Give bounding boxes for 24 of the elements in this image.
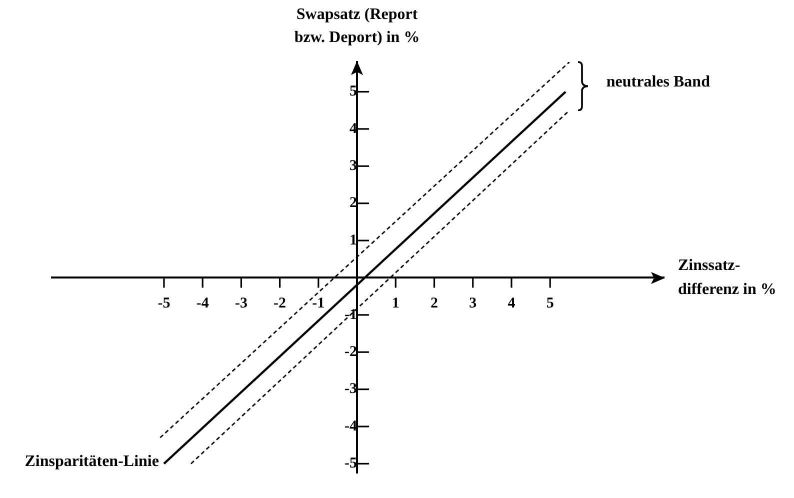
x-axis-title: Zinssatz-differenz in % xyxy=(678,256,776,298)
y-axis-title: Swapsatz (Report bzw. Deport) in % xyxy=(294,6,420,46)
series-label: Zinsparitäten-Linie xyxy=(24,452,159,470)
y-tick-label: -5 xyxy=(344,456,358,472)
x-tick-label: 5 xyxy=(546,296,554,312)
y-tick-label: 3 xyxy=(350,158,358,174)
y-tick-label: 2 xyxy=(350,195,358,212)
x-tick-label: -3 xyxy=(234,296,248,312)
y-tick-label: 1 xyxy=(350,232,358,248)
y-tick-label: -4 xyxy=(344,418,358,434)
y-tick-label: -3 xyxy=(344,381,358,398)
x-tick-label: 4 xyxy=(508,296,516,312)
y-tick-label: 5 xyxy=(350,84,358,100)
annotation: neutrales Band xyxy=(606,73,710,90)
x-tick-label: -5 xyxy=(158,296,170,312)
x-tick-label: -4 xyxy=(196,296,210,312)
y-tick-label: -2 xyxy=(344,344,358,360)
x-tick-label: 1 xyxy=(392,296,400,312)
x-tick-label: -2 xyxy=(274,296,286,312)
y-tick-label: 4 xyxy=(350,120,358,137)
y-tick-label: -1 xyxy=(344,306,358,323)
x-tick-label: -1 xyxy=(312,296,325,312)
x-tick-label: 2 xyxy=(430,296,438,312)
x-tick-label: 3 xyxy=(469,296,477,312)
